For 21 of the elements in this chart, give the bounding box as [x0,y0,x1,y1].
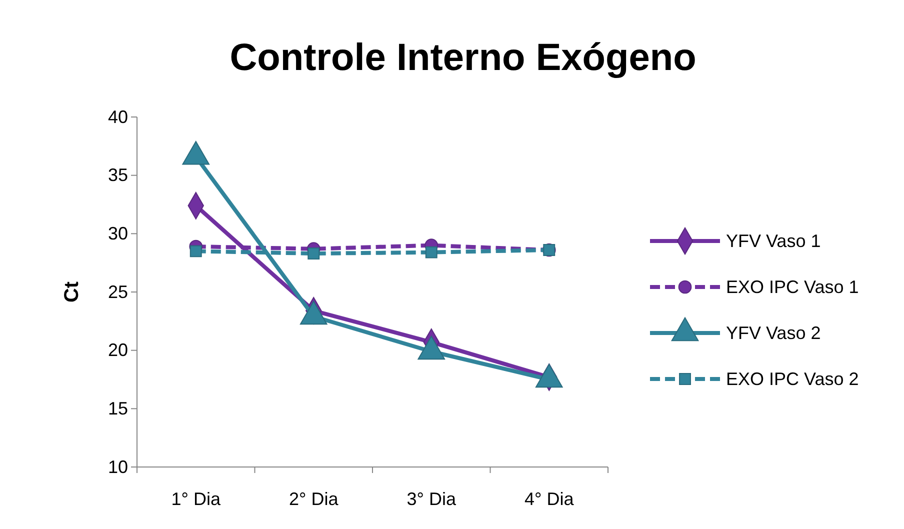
point [308,248,320,260]
x-tick-label: 4° Dia [524,489,575,509]
y-tick-label: 30 [108,223,128,244]
y-axis-title: Ct [61,281,83,303]
x-tick-label: 1° Dia [171,489,222,509]
y-tick-label: 10 [108,456,128,477]
chart-title: Controle Interno Exógeno [230,37,696,79]
point [535,364,563,388]
legend-label: YFV Vaso 2 [726,323,821,343]
point [425,246,438,258]
y-tick-label: 40 [108,106,128,127]
legend-label: EXO IPC Vaso 1 [726,277,859,297]
y-tick-label: 25 [108,282,128,302]
x-tick-label: 2° Dia [289,489,340,509]
y-tick-label: 20 [108,340,128,360]
y-tick-label: 15 [108,398,128,418]
x-tick-label: 3° Dia [406,489,457,509]
y-tick-label: 35 [108,165,128,186]
point [190,245,202,258]
legend-label: YFV Vaso 1 [726,231,821,251]
legend-label: EXO IPC Vaso 2 [726,369,859,389]
